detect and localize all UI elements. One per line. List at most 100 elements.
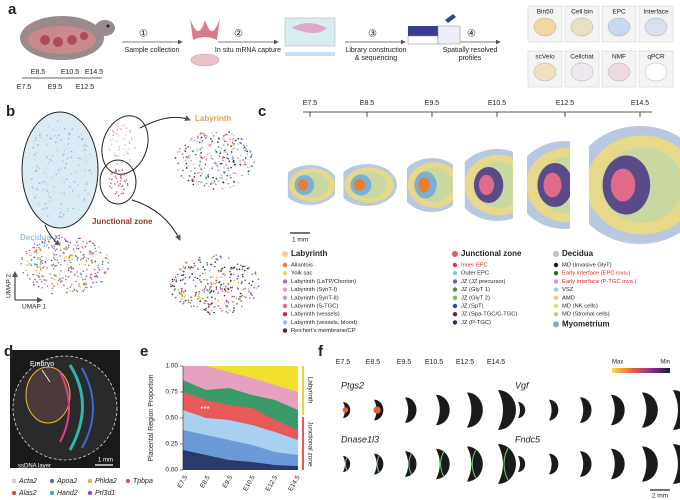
panel-label: a [8,1,17,18]
umap-point [232,134,235,137]
umap-point [253,286,255,289]
umap-point [80,157,82,160]
umap-point [221,309,223,312]
umap-point [206,261,208,264]
umap-point [88,169,91,172]
umap-point [69,290,71,292]
umap-point [45,257,47,259]
umap-point [219,152,222,154]
umap-point [229,174,231,177]
umap-point [200,132,203,134]
umap-point [56,248,58,251]
umap-point [219,162,222,165]
umap-point [251,294,253,296]
umap-point [63,192,65,195]
legend-dot [282,287,288,292]
umap-point [32,281,35,284]
umap-point [225,140,227,143]
section-cut [335,162,344,208]
labyrinth [610,168,636,202]
umap-point [43,180,46,183]
umap-point [85,183,88,185]
section [405,397,417,423]
umap-point [46,285,49,288]
legend-header: Junctional zone [461,249,522,258]
umap-point [67,267,70,270]
umap-point [240,138,243,140]
umap-point [98,246,100,249]
umap-point [180,298,183,300]
umap-point [58,216,61,218]
colorbar [612,368,670,373]
umap-point [232,273,235,276]
umap-point [62,277,64,279]
umap-point [244,157,247,159]
umap-point [197,135,199,138]
umap-point [39,136,41,139]
umap-point [44,261,47,264]
umap-point [110,182,112,185]
expression [471,449,477,479]
umap-point [93,244,96,247]
x-tick-label: E10.5 [242,474,257,493]
section [467,392,483,428]
umap-point [175,279,178,281]
umap-point [59,207,61,210]
umap-point [233,164,236,166]
umap-point [240,142,243,145]
umap-point [33,243,36,245]
umap-point [123,138,126,140]
umap-point [236,287,239,289]
umap-point [77,157,80,160]
umap-point [89,169,92,171]
umap-point [251,153,253,156]
umap-point [200,136,203,139]
umap-point [43,279,45,281]
umap-point [204,300,207,302]
umap-point [237,143,239,145]
umap-point [231,132,233,135]
umap-point [42,208,45,211]
umap-point [216,169,219,172]
umap-point [250,292,252,294]
umap-point [239,159,241,162]
umap-point [70,271,72,273]
step-label: In situ mRNA capture [215,47,281,54]
umap-point [40,181,43,184]
umap-point [203,288,206,291]
umap-point [227,283,230,285]
umap-point [74,244,76,247]
umap-point [229,280,232,283]
umap-point [128,142,131,144]
umap-point [182,266,184,269]
umap-point [28,263,31,265]
umap-point [198,291,201,293]
umap-point [40,280,43,283]
umap-point [63,127,66,130]
umap-point [236,148,239,150]
umap-point [213,306,216,308]
umap-point [109,140,111,142]
umap-point [50,200,52,202]
umap-point [185,147,187,150]
umap-point [41,262,44,265]
umap-point [86,181,88,183]
umap-point [250,284,253,286]
umap-point [235,297,238,299]
umap-point [181,153,184,155]
umap-point [211,296,213,299]
umap-point [224,134,227,136]
umap-point [57,261,60,264]
umap-point [69,156,72,159]
umap-point [66,291,68,294]
scale-label: 1 mm [292,237,308,244]
profile-icon [607,62,631,82]
stage-label: E8.5 [31,69,46,76]
stage-label: E12.5 [76,84,94,91]
umap-point [220,270,222,272]
umap-point [182,302,185,305]
umap-point [235,173,238,175]
colorbar-label: Max [612,360,623,366]
umap-point [71,128,74,130]
umap-point [54,237,56,240]
